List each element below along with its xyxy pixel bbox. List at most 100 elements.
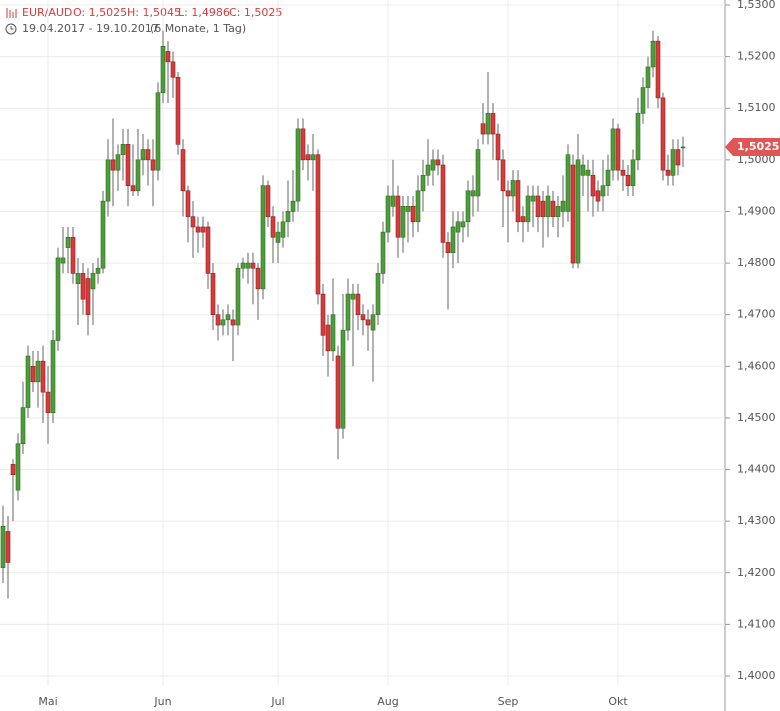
candle-body: [500, 159, 506, 192]
x-tick-label: Sep: [498, 695, 519, 708]
candle-body: [160, 45, 166, 94]
candle-body: [260, 185, 266, 290]
candle-body: [125, 144, 131, 186]
candle: [360, 304, 366, 336]
candle: [650, 30, 656, 78]
candle: [150, 139, 156, 207]
candle-body: [575, 159, 581, 264]
candle: [425, 139, 431, 186]
candle: [5, 515, 11, 599]
y-tick-label: 1,5000: [737, 153, 776, 166]
candle: [130, 144, 136, 196]
candle-body: [530, 195, 536, 202]
candle-body: [5, 531, 11, 563]
candle: [15, 433, 21, 501]
candle-body: [520, 216, 526, 223]
candle-body: [310, 154, 316, 161]
candle: [440, 154, 446, 258]
y-tick-label: 1,4900: [737, 204, 776, 217]
candle: [325, 314, 331, 377]
candle-body: [90, 273, 96, 290]
candle-body: [595, 190, 601, 202]
candle: [250, 252, 256, 305]
candle: [420, 159, 426, 212]
candle: [515, 170, 521, 233]
candle: [375, 263, 381, 326]
candle-body: [675, 149, 681, 166]
candle: [455, 211, 461, 264]
candle-body: [630, 159, 636, 186]
candle: [670, 139, 676, 186]
x-tick-label: Jun: [153, 695, 171, 708]
candle: [390, 159, 396, 217]
candle-body: [100, 200, 106, 269]
open-text: O: 1,5025: [73, 6, 127, 19]
candle-body: [610, 128, 616, 171]
y-tick-label: 1,4600: [737, 359, 776, 372]
candle-body: [650, 40, 656, 68]
candle: [230, 309, 236, 362]
candle-body: [325, 324, 331, 352]
candle: [630, 149, 636, 196]
candle-body: [425, 164, 431, 176]
candle: [95, 257, 101, 284]
candle-body: [320, 293, 326, 336]
candle-body: [615, 128, 621, 171]
candle-body: [585, 169, 591, 176]
candle: [525, 185, 531, 233]
candle: [505, 180, 511, 243]
candle-body: [490, 113, 496, 135]
candle: [415, 175, 421, 233]
candle: [10, 459, 16, 522]
candle-body: [265, 185, 271, 217]
candle-body: [385, 195, 391, 233]
candle-body: [485, 113, 491, 135]
candle-body: [660, 97, 666, 171]
candle-body: [370, 314, 376, 331]
candle: [185, 185, 191, 243]
candle: [645, 56, 651, 109]
candle-body: [0, 526, 6, 568]
candle: [410, 195, 416, 238]
symbol: EUR/AUD: [22, 6, 72, 19]
candle-body: [410, 206, 416, 223]
candle: [145, 139, 151, 186]
candle: [215, 304, 221, 341]
last-price-marker: [725, 137, 780, 156]
candle: [640, 77, 646, 124]
candle: [445, 232, 451, 310]
candle: [575, 134, 581, 269]
candle-body: [680, 146, 686, 149]
candle: [140, 134, 146, 176]
candle-body: [570, 164, 576, 264]
candle-body: [205, 226, 211, 274]
candle-body: [355, 293, 361, 315]
candle-body: [330, 314, 336, 352]
candle: [405, 195, 411, 243]
candle-body: [80, 273, 86, 300]
candle-body: [270, 216, 276, 238]
candle-body: [405, 206, 411, 212]
candle: [90, 263, 96, 326]
grid: [0, 0, 725, 686]
candle: [160, 30, 166, 104]
candle: [595, 180, 601, 212]
candle-body: [535, 195, 541, 217]
x-tick-label: Mai: [38, 695, 57, 708]
high-text: H: 1,5045: [127, 6, 181, 19]
candle-body: [110, 159, 116, 171]
y-tick-label: 1,4100: [737, 617, 776, 630]
candle: [170, 51, 176, 98]
candle: [255, 263, 261, 320]
date-range: 19.04.2017 - 19.10.2017: [22, 22, 159, 35]
candle-body: [525, 195, 531, 223]
candle-body: [155, 92, 161, 171]
x-tick-label: Okt: [608, 695, 628, 708]
candle: [675, 139, 681, 176]
candle-body: [120, 144, 126, 155]
candle: [135, 128, 141, 196]
y-tick-label: 1,5100: [737, 101, 776, 114]
candle: [285, 180, 291, 238]
candle-body: [625, 175, 631, 186]
low-text: L: 1,4986: [178, 6, 230, 19]
